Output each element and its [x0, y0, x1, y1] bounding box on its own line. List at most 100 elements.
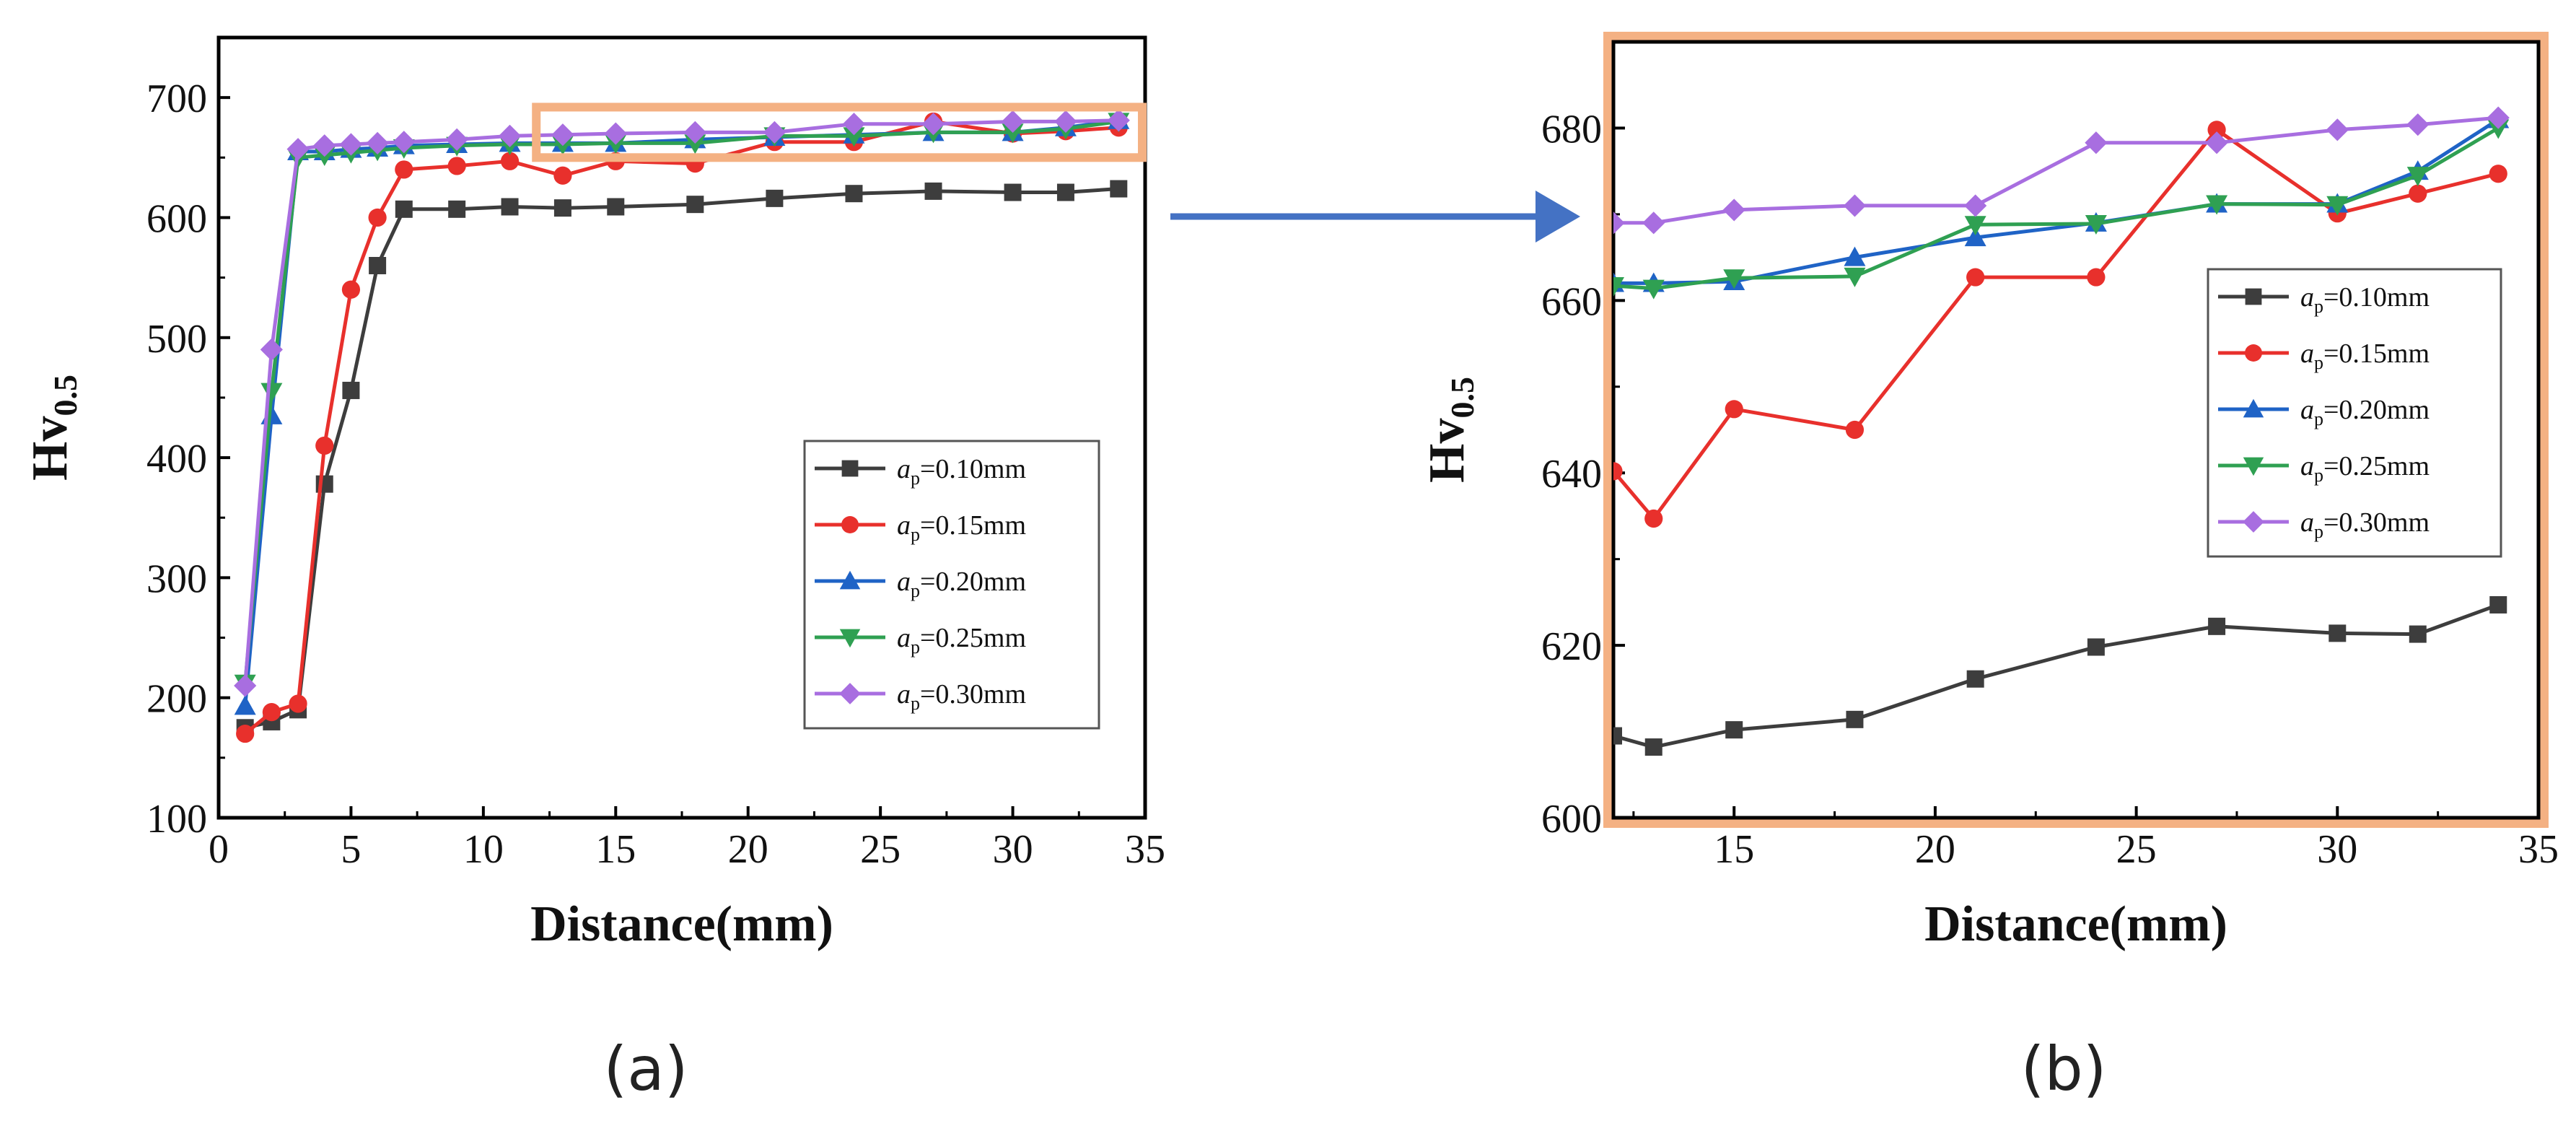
data-point-s1-16	[1004, 183, 1022, 201]
y-tick-label: 200	[146, 677, 207, 722]
legend-label-1: ap=0.10mm	[2300, 282, 2430, 317]
data-point-s4-16	[1002, 123, 1024, 144]
x-tick-label: 5	[341, 827, 361, 872]
legend-marker-2	[2245, 344, 2262, 362]
data-point-s4-8	[2326, 196, 2349, 216]
data-point-s2-1	[236, 724, 255, 743]
x-tick-label: 15	[1714, 827, 1754, 872]
x-tick-label: 30	[993, 827, 1033, 872]
data-point-s1-3	[1725, 721, 1743, 739]
zoom-frame	[1603, 32, 2549, 828]
data-point-s5-7	[2205, 131, 2228, 154]
legend-label-5: ap=0.30mm	[897, 679, 1026, 714]
y-tick-label: 620	[1541, 624, 1602, 669]
series-line-3	[1613, 118, 2500, 285]
chart-panel-a: 0 5 10 15 20 25 30 35 100 200 300 400 500 600 700 Dista…	[22, 35, 1165, 952]
data-point-s1-6	[369, 256, 387, 274]
legend-marker-3	[839, 570, 861, 590]
data-point-s1-5	[1966, 670, 1984, 688]
data-point-s5-16	[1001, 110, 1025, 134]
legend-marker-1	[2245, 288, 2262, 305]
x-tick-label: 35	[2518, 827, 2559, 872]
legend-marker-4	[839, 629, 861, 648]
data-point-s1-18	[1110, 180, 1128, 198]
y-axis-title: Hv0.5	[22, 375, 84, 481]
x-tick-label: 35	[1125, 827, 1165, 872]
legend-marker-4	[2243, 457, 2264, 476]
y-tick-label: 300	[146, 556, 207, 601]
x-tick-label: 25	[2116, 827, 2157, 872]
legend-marker-5	[2243, 511, 2264, 533]
data-point-s3-1	[234, 695, 256, 715]
data-point-s5-2	[260, 338, 283, 361]
data-point-s2-5	[1966, 268, 1985, 287]
series-layer	[1613, 106, 2510, 756]
data-point-s4-14	[843, 127, 865, 147]
x-axis-title: Distance(mm)	[530, 896, 833, 952]
legend-label-1: ap=0.10mm	[897, 454, 1026, 489]
data-point-s4-10	[2487, 119, 2510, 139]
data-point-s1-4	[1846, 710, 1864, 728]
legend-label-2: ap=0.15mm	[897, 510, 1026, 545]
y-tick-label: 500	[146, 317, 207, 362]
data-point-s2-6	[368, 208, 387, 227]
data-point-s5-1	[1613, 211, 1625, 235]
data-point-s5-5	[1964, 194, 1987, 217]
y-tick-label: 640	[1541, 452, 1602, 497]
y-tick-label: 680	[1541, 107, 1602, 152]
data-point-s5-6	[2085, 131, 2108, 154]
x-tick-label: 25	[860, 827, 901, 872]
data-point-s4-3	[1723, 269, 1745, 289]
data-point-s5-3	[286, 138, 310, 161]
y-tick-label: 600	[1541, 797, 1602, 842]
data-point-s4-6	[2085, 215, 2107, 235]
panel-label-a: (a)	[603, 1034, 688, 1104]
legend-marker-2	[841, 516, 859, 533]
x-tick-label: 30	[2317, 827, 2357, 872]
data-point-s4-12	[684, 134, 706, 154]
data-point-s5-11	[604, 122, 627, 145]
data-point-s1-11	[607, 198, 625, 216]
data-point-s5-14	[842, 113, 866, 136]
data-point-s2-4	[1845, 420, 1865, 440]
data-point-s1-2	[1644, 738, 1662, 756]
data-point-s4-2	[260, 383, 283, 403]
data-point-s1-5	[342, 381, 360, 399]
data-point-s1-9	[2409, 625, 2427, 643]
data-point-s5-10	[2487, 106, 2510, 129]
x-tick-label: 15	[595, 827, 636, 872]
data-point-s1-13	[766, 189, 784, 207]
data-point-s2-9	[500, 152, 520, 170]
data-point-s5-2	[1642, 211, 1665, 235]
data-point-s5-18	[1107, 109, 1130, 132]
x-axis-title: Distance(mm)	[1924, 896, 2227, 952]
series-line-4	[1613, 126, 2500, 291]
y-tick-label: 600	[146, 196, 207, 241]
legend-marker-1	[841, 460, 859, 477]
x-tick-label: 10	[463, 827, 504, 872]
data-point-s2-3	[1725, 400, 1743, 419]
data-point-s5-4	[1843, 194, 1867, 217]
series-line-5	[1613, 115, 2499, 225]
data-point-s2-1	[1613, 462, 1623, 481]
data-point-s5-8	[445, 128, 468, 151]
data-point-s1-8	[2329, 624, 2347, 642]
data-point-s1-17	[1056, 183, 1074, 201]
y-tick-label: 660	[1541, 279, 1602, 324]
zoom-arrow	[1170, 191, 1580, 243]
data-point-s5-13	[763, 121, 786, 144]
data-point-s1-8	[448, 200, 466, 218]
legend-label-2: ap=0.15mm	[2300, 339, 2430, 373]
y-tick-label: 400	[146, 437, 207, 481]
data-point-s2-10	[2489, 165, 2507, 183]
legend-marker-3	[2243, 398, 2264, 418]
data-point-s5-17	[1054, 110, 1077, 134]
legend-label-3: ap=0.20mm	[2300, 395, 2430, 429]
data-point-s4-9	[2406, 167, 2429, 187]
data-point-s5-8	[2326, 118, 2349, 141]
plot-area	[1611, 40, 2541, 820]
data-point-s5-1	[234, 674, 257, 697]
series-line-1	[1613, 603, 2500, 749]
x-tick-label: 20	[728, 827, 768, 872]
data-point-s4-4	[1844, 267, 1866, 287]
